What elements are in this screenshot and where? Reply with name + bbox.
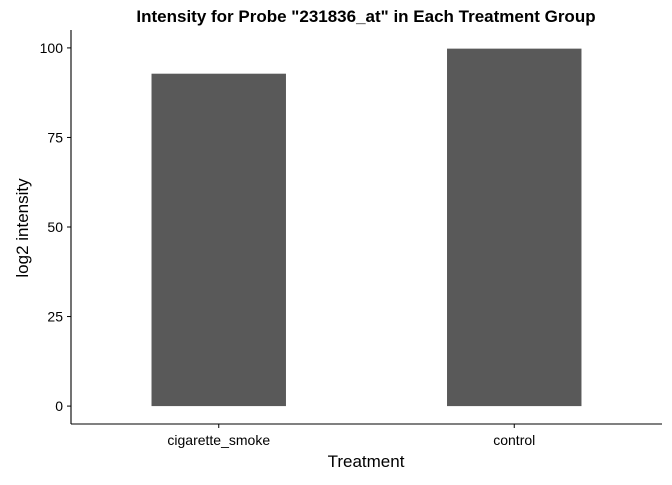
x-tick-label: control xyxy=(493,432,535,448)
y-tick-label: 0 xyxy=(55,398,63,414)
x-tick-label: cigarette_smoke xyxy=(167,432,270,448)
bar-cigarette-smoke xyxy=(151,73,286,407)
y-axis-title: log2 intensity xyxy=(13,178,32,278)
y-tick-label: 75 xyxy=(47,129,63,145)
y-axis: 0 25 50 75 100 xyxy=(40,30,72,424)
x-axis: cigarette_smoke control xyxy=(71,423,662,448)
y-tick-label: 25 xyxy=(47,309,63,325)
y-tick-label: 100 xyxy=(40,40,64,56)
x-axis-title: Treatment xyxy=(328,452,405,471)
plot-area xyxy=(151,48,582,407)
bar-control xyxy=(447,48,582,407)
y-tick-label: 50 xyxy=(47,219,63,235)
chart-title: Intensity for Probe "231836_at" in Each … xyxy=(136,7,595,26)
